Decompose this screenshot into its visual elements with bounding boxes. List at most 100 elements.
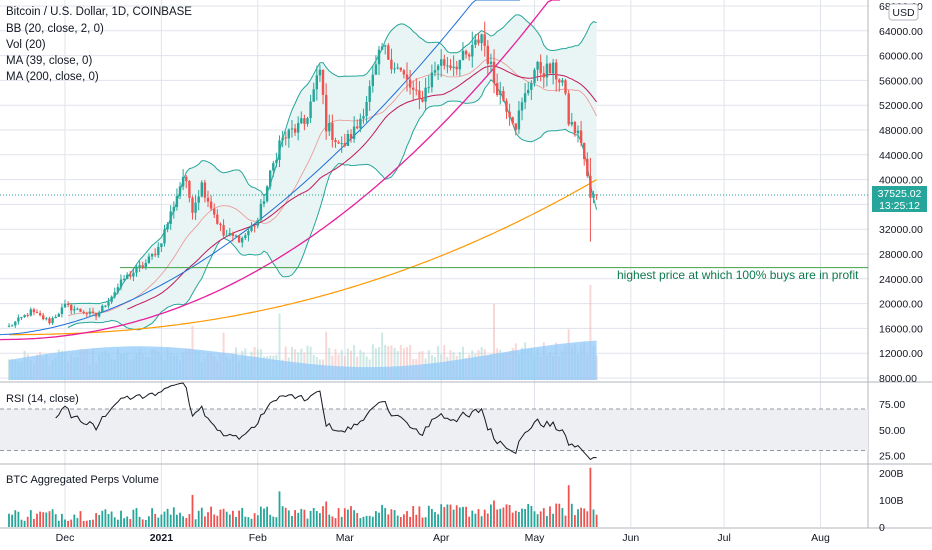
candle-body <box>132 272 135 277</box>
volume-bar <box>350 350 352 380</box>
perps-volume-bar <box>322 506 324 527</box>
ma200-line <box>9 179 597 336</box>
chart-title[interactable]: Bitcoin / U.S. Dollar, 1D, COINBASE <box>6 6 192 18</box>
candle-body <box>73 309 76 311</box>
perps-volume-bar <box>328 514 331 527</box>
bollinger-band-area <box>68 14 597 330</box>
candle-body <box>278 140 281 161</box>
perps-volume-bar <box>462 506 464 527</box>
candle-body <box>464 50 468 55</box>
candle-body <box>374 64 378 75</box>
candle-body <box>293 128 297 133</box>
volume-bar <box>381 332 384 380</box>
candle-body <box>321 69 325 95</box>
perps-volume-bar <box>36 513 38 527</box>
candle-body <box>412 87 415 90</box>
perps-volume-bar <box>26 516 29 527</box>
perps-axis-tick: 0 <box>879 522 885 534</box>
perps-volume-bar <box>350 506 352 527</box>
rsi-label[interactable]: RSI (14, close) <box>6 393 79 405</box>
candle-body <box>253 225 256 227</box>
perps-volume-bar <box>163 511 166 527</box>
candle-body <box>328 123 331 132</box>
candle-body <box>402 70 406 75</box>
volume-bar <box>306 345 309 380</box>
candle-body <box>144 263 147 268</box>
candle-body <box>555 62 558 80</box>
perps-volume-bar <box>381 504 383 527</box>
candle-body <box>244 235 247 238</box>
candle-body <box>312 89 315 102</box>
perps-volume-bar <box>424 517 427 527</box>
perps-volume-bar <box>446 504 449 527</box>
perps-volume-bar <box>110 511 113 527</box>
perps-volume-bar <box>89 520 91 527</box>
candle-body <box>368 86 371 102</box>
candle-body <box>63 303 67 308</box>
legend-vol[interactable]: Vol (20) <box>6 39 46 51</box>
perps-volume-bar <box>20 519 23 527</box>
perps-volume-bar <box>421 517 424 527</box>
candle-body <box>237 235 241 243</box>
candle-body <box>449 65 452 68</box>
perps-volume-bar <box>247 517 250 527</box>
candle-body <box>79 308 82 312</box>
candle-body <box>259 203 263 221</box>
volume-bar <box>402 348 405 380</box>
candle-body <box>483 34 486 46</box>
perps-volume-bar <box>306 518 309 527</box>
perps-volume-bar <box>530 506 533 527</box>
perps-volume-bar <box>266 506 268 527</box>
perps-volume-bar <box>263 508 265 527</box>
candle-body <box>343 143 346 146</box>
candle-body <box>399 67 402 71</box>
perps-volume-bar <box>61 513 63 527</box>
perps-volume-bar <box>592 509 595 527</box>
candle-body <box>306 118 309 124</box>
candle-body <box>219 223 222 226</box>
volume-bars <box>8 285 598 380</box>
perps-volume-bar <box>157 517 160 527</box>
perps-volume-bar <box>138 516 141 527</box>
time-axis-tick: Dec <box>56 532 75 544</box>
perps-volume-bar <box>210 506 212 527</box>
perps-volume-bar <box>281 506 284 527</box>
perps-volume-label[interactable]: BTC Aggregated Perps Volume <box>6 474 159 486</box>
candle-body <box>592 194 595 198</box>
perps-volume-bar <box>486 513 489 527</box>
candle-body <box>508 111 511 118</box>
perps-volume-bar <box>471 510 474 527</box>
legend-ma200[interactable]: MA (200, close, 0) <box>6 71 99 83</box>
candle-body <box>54 316 57 319</box>
volume-bar <box>387 346 390 380</box>
perps-volume-bar <box>365 515 368 527</box>
candle-body <box>265 186 269 202</box>
candle-body <box>241 238 244 243</box>
candle-body <box>104 305 107 307</box>
perps-volume-bar <box>126 516 129 527</box>
candle-body <box>51 318 54 324</box>
candle-body <box>284 137 287 139</box>
candle-body <box>486 45 489 64</box>
candle-body <box>194 202 197 213</box>
perps-volume-bar <box>319 513 321 527</box>
time-axis-tick: 2021 <box>150 532 174 544</box>
perps-volume-bar <box>431 509 433 527</box>
perps-volume-bar <box>294 510 296 527</box>
perps-volume-bar <box>207 512 209 527</box>
perps-volume-bar <box>113 517 116 527</box>
candle-body <box>188 181 191 198</box>
perps-volume-bar <box>169 514 172 527</box>
perps-volume-bar <box>496 509 499 527</box>
candle-body <box>116 287 120 293</box>
candle-body <box>7 325 11 327</box>
legend-ma39[interactable]: MA (39, close, 0) <box>6 55 92 67</box>
candle-body <box>390 59 393 70</box>
volume-bar <box>340 349 343 380</box>
price-axis-tick: 60000.00 <box>879 51 923 63</box>
currency-button[interactable]: USD <box>888 3 919 21</box>
perps-volume-bar <box>216 515 219 527</box>
perps-volume-bar <box>595 514 598 527</box>
legend-bb[interactable]: BB (20, close, 2, 0) <box>6 23 104 35</box>
